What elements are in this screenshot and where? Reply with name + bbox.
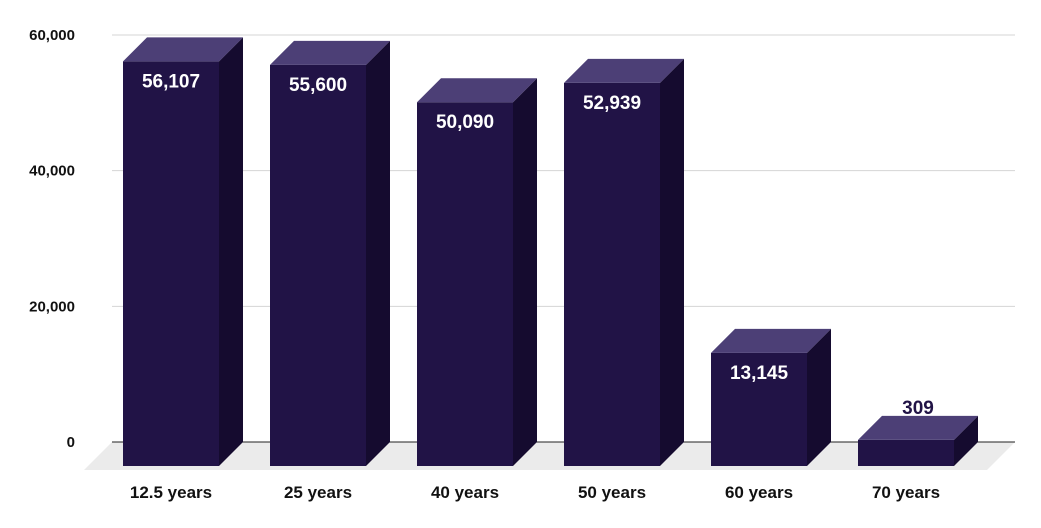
bar-front-face — [123, 61, 219, 466]
bar-side-face — [954, 415, 978, 466]
bar-6 — [858, 415, 978, 466]
bar-front-face — [270, 64, 366, 466]
bar-front-face — [417, 102, 513, 466]
bar-1 — [123, 37, 243, 466]
y-tick-label: 60,000 — [29, 27, 75, 44]
y-tick-label: 20,000 — [29, 298, 75, 315]
bar-3 — [417, 78, 537, 466]
bar-top-face — [711, 328, 831, 353]
value-label: 309 — [902, 398, 934, 419]
y-tick-label: 0 — [67, 434, 75, 451]
value-label: 50,090 — [436, 112, 494, 133]
y-tick-label: 40,000 — [29, 163, 75, 180]
bar-top-face — [123, 37, 243, 62]
bar-top-face — [270, 40, 390, 65]
bars — [123, 37, 978, 466]
bar-5 — [711, 328, 831, 466]
x-tick-label: 70 years — [872, 483, 940, 502]
bar-front-face — [564, 82, 660, 466]
bar-side-face — [219, 37, 243, 466]
bar-top-face — [417, 78, 537, 103]
bar-4 — [564, 58, 684, 466]
x-tick-label: 12.5 years — [130, 483, 212, 502]
bar-front-face — [858, 439, 954, 466]
x-tick-label: 60 years — [725, 483, 793, 502]
bar-front-face — [711, 352, 807, 466]
x-tick-label: 50 years — [578, 483, 646, 502]
bar-top-face — [858, 415, 978, 440]
value-label: 13,145 — [730, 363, 789, 384]
gridlines — [112, 34, 1015, 443]
bar-side-face — [660, 58, 684, 466]
x-axis-ticks: 12.5 years 25 years 40 years 50 years 60 yea… — [130, 483, 940, 502]
x-tick-label: 25 years — [284, 483, 352, 502]
value-label: 52,939 — [583, 93, 641, 114]
bar-2 — [270, 40, 390, 466]
bar-side-face — [513, 78, 537, 466]
value-label: 55,600 — [289, 75, 347, 96]
value-labels: 56,107 55,600 50,090 52,939 13,145 309 — [142, 71, 934, 418]
x-tick-label: 40 years — [431, 483, 499, 502]
bar-top-face — [564, 58, 684, 83]
bar-side-face — [366, 40, 390, 466]
y-axis-ticks: 0 20,000 40,000 60,000 — [29, 27, 75, 451]
bar-side-face — [807, 328, 831, 466]
value-label: 56,107 — [142, 71, 200, 92]
